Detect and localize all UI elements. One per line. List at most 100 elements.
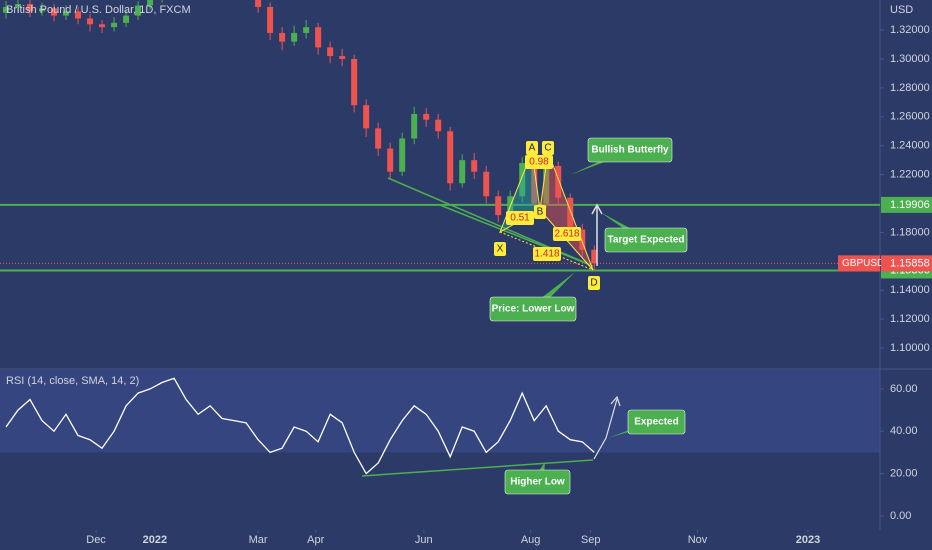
callout-box <box>604 227 688 253</box>
pattern-point: X <box>497 244 504 255</box>
pattern-point-box <box>526 141 538 155</box>
candle-body <box>555 165 562 198</box>
x-tick-label: Dec <box>86 534 106 546</box>
candle-body <box>483 171 490 197</box>
x-tick-label: Jun <box>415 534 433 546</box>
overlay: X A B C D 0.51 0.98 1.418 2.618 Bullish Butterfly… <box>361 137 688 495</box>
candle-body <box>75 11 82 19</box>
rsi-tick-label: 0.00 <box>890 510 911 522</box>
ratio-label: 0.98 <box>529 157 549 168</box>
rsi-tick-label: 40.00 <box>890 425 918 437</box>
candle-body <box>351 58 358 106</box>
candle-body <box>459 160 466 184</box>
callout-text: Higher Low <box>510 477 565 488</box>
ratio-box <box>533 247 561 261</box>
y-tick-label: 1.12000 <box>890 313 930 325</box>
candle-body <box>327 47 334 57</box>
candle-body <box>3 6 10 13</box>
chart-title: British Pound / U.S. Dollar, 1D, FXCM <box>6 4 191 16</box>
candle-body <box>363 105 370 129</box>
rsi-tick-label: 20.00 <box>890 468 918 480</box>
ratio-label: 2.618 <box>554 229 579 240</box>
y-tick-label: 1.18000 <box>890 226 930 238</box>
y-tick-label: 1.22000 <box>890 169 930 181</box>
candle-body <box>495 196 502 216</box>
rsi-band <box>0 370 880 453</box>
ratio-label: 1.418 <box>534 249 559 260</box>
candle-body <box>543 165 550 204</box>
candle-body <box>267 6 274 33</box>
y-axis-label: USD <box>890 4 913 16</box>
ratio-box <box>525 155 553 169</box>
ratio-label: 0.51 <box>510 213 530 224</box>
pattern-point-box <box>494 242 506 256</box>
callout-box <box>489 296 577 322</box>
rsi-label: RSI (14, close, SMA, 14, 2) <box>6 375 139 387</box>
rsi-arrow-head <box>610 395 621 407</box>
x-tick-label: 2022 <box>143 534 167 546</box>
rsi-trend-line <box>361 459 594 477</box>
y-tick-label: 1.14000 <box>890 284 930 296</box>
ratio-box <box>553 227 581 241</box>
callout-text: Target Expected <box>607 235 684 246</box>
symbol-label: GBPUSD <box>842 258 884 269</box>
pattern-point: C <box>544 143 551 154</box>
x-tick-label: Mar <box>249 534 268 546</box>
y-tick-label: 1.24000 <box>890 140 930 152</box>
candle-body <box>111 22 118 28</box>
candle-body <box>39 8 46 12</box>
callout-text: Price: Lower Low <box>492 304 575 315</box>
callout-text: Expected <box>634 417 678 428</box>
level-label: 1.19906 <box>890 199 930 211</box>
candle-body <box>51 8 58 16</box>
candle-body <box>15 4 22 7</box>
ratio-box <box>506 211 534 225</box>
pattern-point: A <box>529 143 536 154</box>
trend-line <box>439 204 594 267</box>
pattern-point: D <box>590 278 597 289</box>
candle-body <box>399 138 406 172</box>
callout-box <box>627 409 686 435</box>
rsi-tick-label: 60.00 <box>890 383 918 395</box>
candle-body <box>591 249 598 264</box>
last-price-tag <box>881 255 932 272</box>
pattern-point-box <box>534 205 546 219</box>
candle-body <box>279 32 286 42</box>
y-tick-label: 1.10000 <box>890 342 930 354</box>
callout-box <box>504 469 571 495</box>
candle-body <box>339 56 346 59</box>
candle-body <box>87 18 94 25</box>
callout-box <box>587 137 673 163</box>
candle-body <box>255 0 262 7</box>
price-pane <box>0 0 880 272</box>
x-tick-label: Nov <box>688 534 708 546</box>
candle-body <box>147 0 154 6</box>
candle-body <box>471 160 478 172</box>
candle-body <box>447 131 454 184</box>
candle-body <box>27 4 34 12</box>
rsi-pane <box>0 370 880 475</box>
candle-body <box>387 148 394 172</box>
target-arrow-head <box>591 203 603 215</box>
candle-body <box>135 5 142 16</box>
pattern-point-box <box>588 276 600 290</box>
y-tick-label: 1.32000 <box>890 24 930 36</box>
callout-text: Bullish Butterfly <box>591 145 669 156</box>
x-tick-label: Aug <box>521 534 541 546</box>
rsi-line <box>5 377 595 475</box>
symbol-tag <box>838 255 880 272</box>
candle-body <box>303 27 310 33</box>
y-tick-label: 1.26000 <box>890 111 930 123</box>
y-tick-label: 1.30000 <box>890 53 930 65</box>
x-tick-label: Apr <box>307 534 324 546</box>
candle-body <box>123 15 130 23</box>
pattern-point-box <box>542 141 554 155</box>
candle-body <box>435 119 442 132</box>
x-tick-label: Sep <box>581 534 601 546</box>
rsi-arrow <box>593 398 618 460</box>
candle-body <box>579 229 586 250</box>
last-price-label: 1.15858 <box>890 257 930 269</box>
candle-body <box>375 128 382 149</box>
candle-body <box>567 197 574 230</box>
pattern-point: B <box>537 207 544 218</box>
